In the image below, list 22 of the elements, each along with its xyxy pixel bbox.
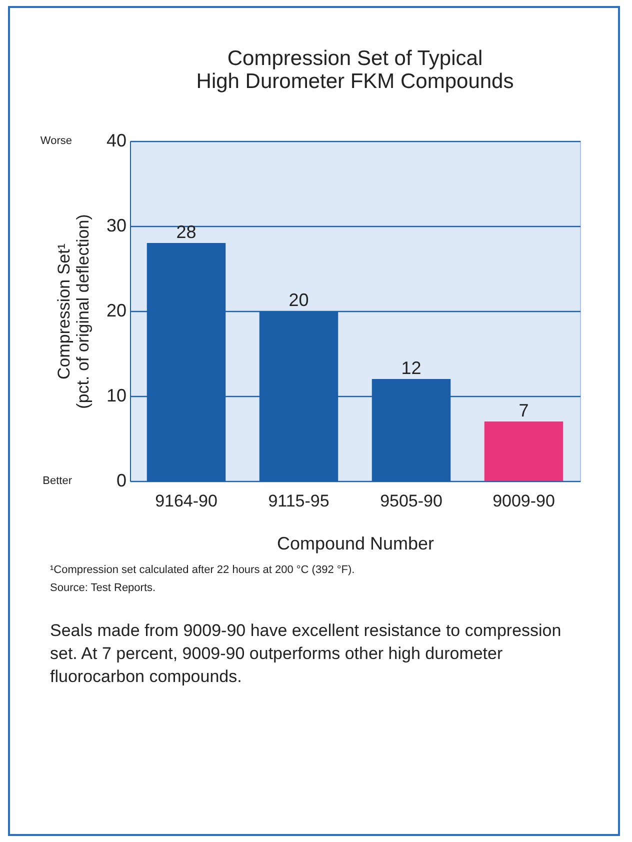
text: Worse — [40, 135, 72, 147]
x-axis-title: Compound Number — [276, 534, 434, 554]
y-tick-label: 40 — [106, 130, 126, 150]
source-note: Source: Test Reports. — [50, 582, 157, 594]
y-tick-label: 10 — [106, 386, 126, 406]
y-tick-label: 30 — [106, 216, 126, 236]
data-label: 28 — [176, 222, 196, 242]
y-axis-title: Compression Set¹ (pct. of original deflection) — [54, 214, 92, 409]
y-tick-label: 0 — [116, 470, 126, 490]
y-tick-label: 20 — [106, 300, 126, 320]
data-label: 7 — [518, 400, 529, 420]
x-tick-label: 9505-90 — [380, 492, 442, 510]
text: Seals made from 9009-90 have excellent resistance to compression set. At 7 percent, 9009-90 outperforms other high durometer fluorocarbon compounds. — [50, 620, 562, 688]
bar — [484, 422, 564, 481]
text: Better — [42, 475, 72, 487]
x-tick-label: 9164-90 — [155, 492, 218, 510]
data-label: 20 — [288, 290, 309, 310]
text: ¹Compression set calculated after 22 hours at 200 °C (392 °F). — [50, 564, 356, 576]
x-tick-label: 9115-95 — [268, 492, 330, 510]
x-tick-label: 9009-90 — [492, 492, 555, 510]
data-label: 12 — [401, 358, 422, 378]
chart-title: Compression Set of Typical High Durometer FKM Compounds — [196, 47, 514, 93]
